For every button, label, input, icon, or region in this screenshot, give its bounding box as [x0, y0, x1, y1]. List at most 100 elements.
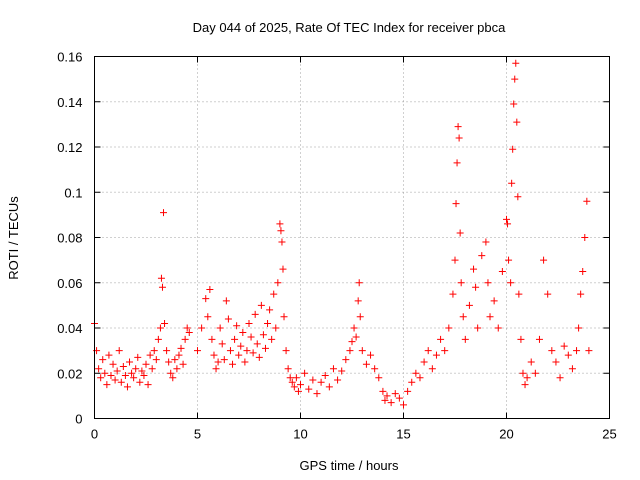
data-point [194, 347, 201, 355]
data-point [420, 358, 428, 366]
data-point [158, 283, 166, 291]
data-point [454, 123, 462, 131]
data-point [97, 374, 105, 382]
data-point [452, 200, 460, 208]
data-point [249, 349, 257, 357]
data-point [568, 365, 576, 373]
data-point [226, 347, 234, 355]
data-point [535, 335, 543, 343]
data-point [279, 265, 287, 273]
data-point [115, 347, 123, 355]
data-point [169, 374, 177, 382]
data-point [270, 290, 278, 298]
data-point [222, 297, 230, 305]
data-point [510, 100, 518, 108]
data-point [144, 381, 152, 389]
data-point [208, 335, 216, 343]
grid [94, 56, 610, 419]
data-point [556, 374, 564, 382]
data-point [461, 335, 469, 343]
data-point [264, 319, 272, 327]
data-point [490, 297, 498, 305]
data-point [531, 369, 539, 377]
axes: 0 5 10 15 20 25 0 0.02 0.04 0.06 0.08 0.1 0.12 0.14 0.… [57, 50, 617, 442]
data-point [514, 193, 522, 201]
data-point [544, 290, 552, 298]
data-point [95, 365, 103, 373]
data-point [117, 378, 125, 386]
data-point [346, 347, 354, 355]
data-point [445, 324, 453, 332]
data-point [255, 353, 263, 361]
data-point [309, 376, 317, 384]
data-point [474, 324, 482, 332]
y-tick-label: 0.16 [57, 50, 82, 65]
data-point [573, 347, 581, 355]
data-point [198, 324, 206, 332]
data-point [123, 383, 131, 391]
data-point [465, 301, 473, 309]
data-point [216, 324, 224, 332]
data-point [383, 392, 391, 400]
data-point [257, 301, 265, 309]
data-point [204, 313, 212, 321]
data-point [379, 387, 387, 395]
data-point [560, 342, 568, 350]
data-point [274, 279, 282, 287]
data-point [152, 356, 160, 364]
data-point [297, 381, 304, 389]
data-point [99, 356, 107, 364]
data-point [231, 335, 239, 343]
y-tick-label: 0 [75, 412, 82, 427]
data-point [334, 376, 342, 384]
data-point [441, 347, 449, 355]
data-point [251, 310, 259, 318]
data-point [276, 220, 284, 228]
data-point [505, 256, 513, 264]
data-point [362, 360, 370, 368]
data-point [288, 378, 296, 386]
data-point [313, 390, 321, 398]
data-point [266, 306, 274, 314]
data-point [548, 347, 556, 355]
data-point [156, 324, 164, 332]
y-tick-label: 0.1 [64, 185, 82, 200]
data-point [400, 401, 407, 409]
data-point [272, 324, 280, 332]
data-point [371, 365, 379, 373]
data-point [583, 197, 591, 205]
data-point [503, 215, 510, 223]
data-point [321, 372, 329, 380]
data-point [509, 145, 517, 153]
data-point [449, 290, 457, 298]
data-point [179, 360, 187, 368]
data-point [317, 378, 325, 386]
data-points [91, 59, 593, 409]
data-point [508, 179, 516, 187]
data-point [277, 227, 285, 235]
data-point [282, 347, 290, 355]
data-point [579, 267, 587, 275]
data-point [470, 265, 478, 273]
data-point [581, 234, 589, 241]
y-tick-label: 0.04 [57, 321, 82, 336]
y-tick-label: 0.02 [57, 366, 82, 381]
data-point [453, 159, 461, 167]
data-point [202, 295, 210, 303]
data-point [181, 335, 189, 343]
data-point [294, 387, 302, 395]
data-point [350, 324, 358, 332]
data-point [517, 335, 525, 343]
data-point [472, 283, 480, 291]
data-point [355, 279, 363, 287]
data-point [185, 329, 193, 337]
x-tick-label: 25 [602, 427, 616, 442]
data-point [358, 347, 366, 355]
data-point [247, 333, 255, 341]
data-point [235, 351, 243, 359]
data-point [290, 383, 298, 391]
data-point [157, 274, 165, 282]
data-point [105, 351, 113, 359]
data-point [552, 358, 560, 366]
